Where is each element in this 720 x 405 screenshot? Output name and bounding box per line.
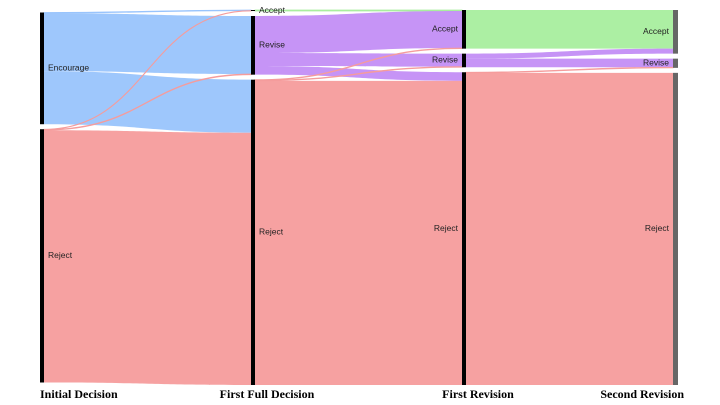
node-bar-s0_reject	[40, 129, 44, 383]
stage-label-s3: Second Revision	[600, 387, 684, 401]
node-bar-s1_revise	[251, 16, 255, 75]
node-bar-s2_revise	[462, 53, 466, 68]
node-bar-s2_accept	[462, 10, 466, 49]
flows-layer	[43, 9, 674, 386]
flow-s1_revise-to-s2_accept	[255, 11, 462, 54]
flow-s2_accept-to-s3_accept	[466, 10, 673, 49]
flow-s1_reject-to-s2_reject	[255, 80, 462, 386]
node-bar-s3_revise	[673, 58, 678, 68]
stage-label-s2: First Revision	[442, 387, 514, 401]
flow-s1_revise-to-s2_revise	[255, 53, 462, 67]
flow-s0_encourage-to-s1_revise	[44, 13, 251, 75]
labels-layer: Encourage Reject Accept Revise Reject Accept R…	[40, 5, 684, 401]
flow-s0_reject-to-s1_reject	[44, 130, 251, 385]
node-label-s2_accept: Accept	[432, 24, 459, 34]
node-label-s3_revise: Revise	[643, 58, 669, 68]
flow-s0_reject-to-s1_revise	[43, 73, 252, 131]
node-label-s1_reject: Reject	[259, 227, 284, 237]
flow-s2_revise-to-s3_accept	[466, 48, 673, 59]
node-bar-s1_accept	[251, 10, 255, 12]
flow-s0_reject-to-s1_accept	[43, 10, 252, 131]
node-label-s3_accept: Accept	[643, 26, 670, 36]
node-bar-s3_reject	[673, 72, 678, 386]
node-label-s1_revise: Revise	[259, 40, 285, 50]
node-label-s2_revise: Revise	[432, 55, 458, 65]
node-bar-s3_accept	[673, 10, 678, 54]
node-label-s2_reject: Reject	[434, 223, 459, 233]
node-label-s0_reject: Reject	[48, 250, 73, 260]
node-label-s3_reject: Reject	[645, 223, 670, 233]
node-bar-s1_reject	[251, 79, 255, 385]
flow-s2_reject-to-s3_reject	[466, 72, 673, 386]
node-bar-s2_reject	[462, 72, 466, 386]
node-label-s0_encourage: Encourage	[48, 63, 89, 73]
node-label-s1_accept: Accept	[259, 5, 286, 15]
stage-label-s1: First Full Decision	[220, 387, 315, 401]
flow-s2_revise-to-s3_revise	[466, 58, 673, 68]
stage-label-s0: Initial Decision	[40, 387, 118, 401]
flow-s2_reject-to-s3_revise	[465, 66, 674, 74]
nodes-layer	[40, 10, 678, 386]
flow-s1_reject-to-s2_revise	[254, 66, 463, 82]
flow-s1_accept-to-s2_accept	[254, 9, 463, 12]
flow-s0_encourage-to-s1_accept	[43, 9, 252, 14]
node-bar-s0_encourage	[40, 12, 44, 125]
